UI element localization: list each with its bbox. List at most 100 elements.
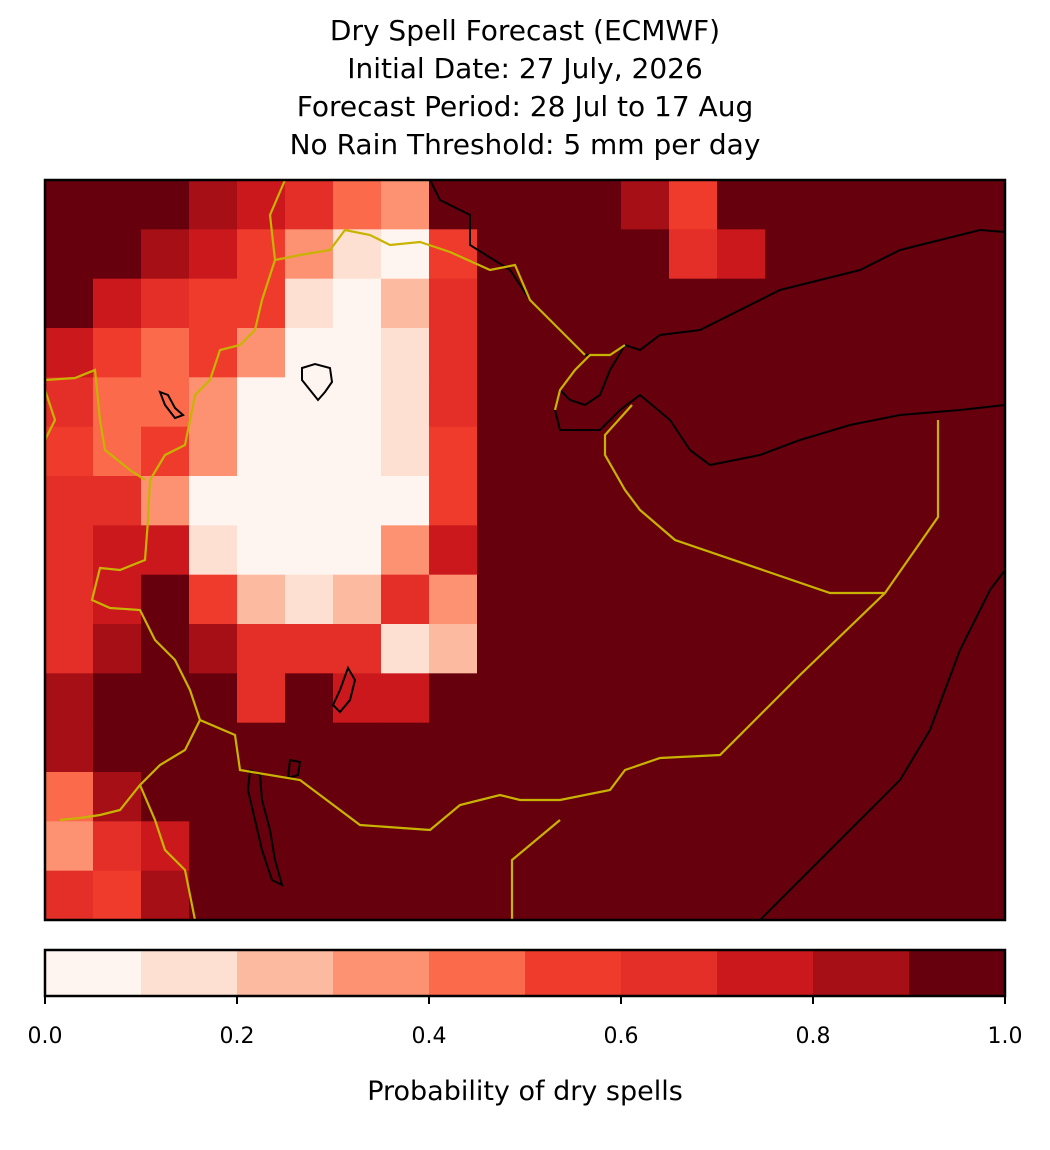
- cell: [477, 870, 526, 921]
- cell: [717, 229, 766, 280]
- cell: [189, 574, 238, 625]
- cell: [765, 574, 814, 625]
- cell: [717, 328, 766, 378]
- cell: [765, 722, 814, 773]
- cell: [189, 624, 238, 674]
- cell: [141, 574, 190, 625]
- cell: [957, 624, 1006, 674]
- cell: [813, 278, 862, 329]
- cell: [141, 278, 190, 329]
- cell: [93, 278, 142, 329]
- cell: [909, 870, 958, 921]
- cell: [861, 821, 910, 872]
- cell: [861, 426, 910, 477]
- cell: [45, 772, 94, 822]
- colorbar-label: Probability of dry spells: [367, 1076, 683, 1107]
- cell: [189, 377, 238, 428]
- cell: [141, 722, 190, 773]
- colorbar-tick-label: 0.6: [604, 1024, 639, 1049]
- cell: [525, 476, 574, 526]
- cell: [765, 377, 814, 428]
- cell: [477, 821, 526, 872]
- cell: [93, 722, 142, 773]
- cell: [765, 772, 814, 822]
- cell: [45, 525, 94, 576]
- cell: [333, 821, 382, 872]
- cell: [45, 574, 94, 625]
- cell: [909, 574, 958, 625]
- cell: [93, 870, 142, 921]
- cell: [861, 229, 910, 280]
- cell: [525, 722, 574, 773]
- cell: [909, 278, 958, 329]
- cell: [381, 772, 430, 822]
- cell: [93, 525, 142, 576]
- cell: [525, 377, 574, 428]
- title-line: Initial Date: 27 July, 2026: [347, 52, 703, 85]
- cell: [669, 624, 718, 674]
- cell: [525, 525, 574, 576]
- cell: [717, 476, 766, 526]
- cell: [669, 328, 718, 378]
- cell: [573, 278, 622, 329]
- cell: [285, 772, 334, 822]
- cell: [381, 525, 430, 576]
- coastline: [759, 569, 1006, 921]
- cell: [813, 525, 862, 576]
- cell: [669, 377, 718, 428]
- cell: [621, 180, 670, 230]
- cell: [429, 722, 478, 773]
- cell: [861, 673, 910, 724]
- cell: [429, 377, 478, 428]
- cell: [861, 476, 910, 526]
- cell: [573, 377, 622, 428]
- cell: [285, 722, 334, 773]
- cell: [717, 426, 766, 477]
- cell: [45, 426, 94, 477]
- border: [603, 404, 885, 595]
- border: [138, 784, 197, 921]
- cell: [621, 772, 670, 822]
- cell: [861, 525, 910, 576]
- cell: [813, 722, 862, 773]
- cell: [621, 426, 670, 477]
- colorbar-tick-label: 1.0: [988, 1024, 1023, 1049]
- cell: [141, 180, 190, 230]
- cell: [957, 525, 1006, 576]
- cell: [669, 229, 718, 280]
- cell: [621, 722, 670, 773]
- cell: [189, 772, 238, 822]
- cell: [957, 377, 1006, 428]
- cell: [93, 229, 142, 280]
- cell: [813, 180, 862, 230]
- cell: [717, 722, 766, 773]
- cell: [237, 426, 286, 477]
- cell: [237, 673, 286, 724]
- cell: [45, 180, 94, 230]
- cell: [813, 328, 862, 378]
- cell: [573, 870, 622, 921]
- cell: [429, 574, 478, 625]
- cell: [429, 624, 478, 674]
- cell: [909, 476, 958, 526]
- cell: [669, 574, 718, 625]
- cell: [189, 821, 238, 872]
- title-line: Dry Spell Forecast (ECMWF): [330, 14, 720, 47]
- cell: [381, 328, 430, 378]
- cell: [909, 772, 958, 822]
- colorbar-bin: [813, 950, 909, 996]
- cell: [957, 476, 1006, 526]
- cell: [237, 180, 286, 230]
- cell: [429, 476, 478, 526]
- title: Dry Spell Forecast (ECMWF) Initial Date: …: [290, 14, 761, 161]
- cell: [957, 278, 1006, 329]
- border: [43, 389, 57, 441]
- cell: [765, 624, 814, 674]
- cell: [333, 574, 382, 625]
- cell: [477, 525, 526, 576]
- cell: [669, 278, 718, 329]
- cell: [333, 673, 382, 724]
- cell: [285, 673, 334, 724]
- cell: [285, 525, 334, 576]
- cell: [765, 870, 814, 921]
